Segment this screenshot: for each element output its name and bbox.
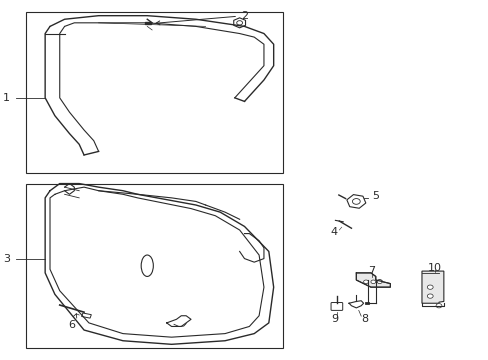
Circle shape bbox=[363, 280, 368, 284]
Bar bbox=[81, 313, 91, 318]
Bar bbox=[26, 184, 283, 348]
FancyBboxPatch shape bbox=[330, 302, 342, 310]
Text: 7: 7 bbox=[367, 266, 375, 276]
Circle shape bbox=[370, 280, 375, 284]
Polygon shape bbox=[421, 271, 443, 303]
Text: 3: 3 bbox=[3, 253, 10, 264]
Circle shape bbox=[236, 21, 242, 25]
Text: 8: 8 bbox=[361, 314, 368, 324]
Circle shape bbox=[427, 294, 432, 298]
Polygon shape bbox=[356, 273, 389, 287]
Ellipse shape bbox=[141, 255, 153, 276]
Bar bbox=[26, 12, 283, 173]
Text: 4: 4 bbox=[330, 227, 337, 237]
Text: 2: 2 bbox=[156, 11, 247, 25]
Circle shape bbox=[427, 285, 432, 289]
Circle shape bbox=[435, 303, 441, 308]
Bar bbox=[144, 22, 150, 24]
Text: 1: 1 bbox=[3, 93, 10, 103]
Circle shape bbox=[376, 280, 382, 284]
Circle shape bbox=[370, 280, 375, 284]
Circle shape bbox=[352, 199, 360, 204]
Circle shape bbox=[376, 280, 381, 284]
Text: 6: 6 bbox=[68, 314, 77, 330]
Text: 10: 10 bbox=[427, 262, 441, 273]
Circle shape bbox=[363, 280, 368, 284]
Text: 5: 5 bbox=[371, 191, 379, 201]
Text: 9: 9 bbox=[330, 314, 337, 324]
